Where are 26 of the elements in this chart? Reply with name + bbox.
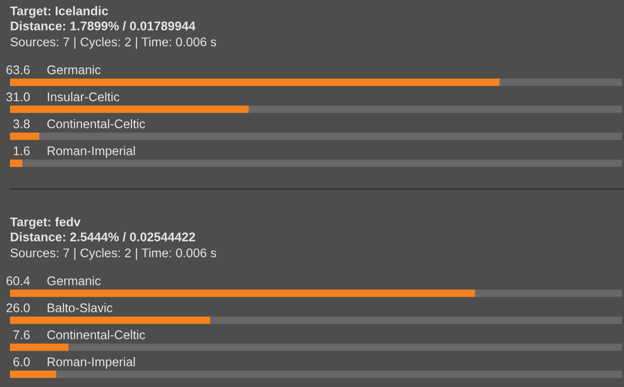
category-label: Insular-Celtic <box>48 92 120 102</box>
chart-subtitle: Distance: 2.5444% / 0.02544422 <box>10 232 196 242</box>
data-label: 63.6 <box>6 65 30 74</box>
chart-title: Target: Icelandic <box>10 6 108 18</box>
data-label: 1.6 <box>14 146 30 156</box>
category-label: Roman-Imperial <box>48 146 135 158</box>
category-label: Germanic <box>47 276 101 286</box>
data-label: 26.0 <box>6 303 30 312</box>
data-label: 31.0 <box>6 92 30 102</box>
category-label: Balto-Slavic <box>48 303 112 312</box>
data-label: 60.4 <box>6 276 30 286</box>
bar <box>10 344 69 351</box>
category-label: Germanic <box>47 65 101 74</box>
category-label: Continental-Celtic <box>47 119 146 128</box>
bar <box>10 160 22 167</box>
category-label: Continental-Celtic <box>47 330 146 340</box>
bar <box>10 370 56 378</box>
data-label: 7.6 <box>13 330 30 340</box>
data-label: 6.0 <box>13 357 30 366</box>
bar <box>10 132 40 140</box>
chart-subtitle: Distance: 1.7899% / 0.01789944 <box>10 21 196 30</box>
data-label: 3.8 <box>13 119 30 128</box>
source-note: Sources: 7 | Cycles: 2 | Time: 0.006 s <box>10 248 216 260</box>
category-label: Roman-Imperial <box>48 357 135 369</box>
source-note: Sources: 7 | Cycles: 2 | Time: 0.006 s <box>10 37 216 49</box>
chart-title: Target: fedv <box>10 217 81 229</box>
